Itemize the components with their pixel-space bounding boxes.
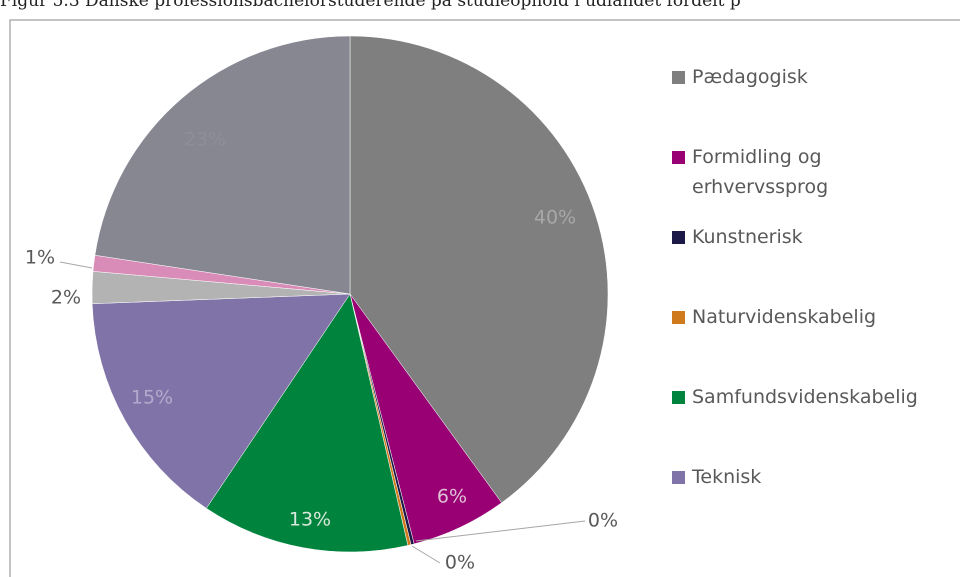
legend-item: Naturvidenskabelig: [672, 302, 934, 382]
legend-swatch: [672, 71, 685, 84]
leader-line: [415, 520, 586, 542]
chart-title: Figur 5.3 Danske professionsbachelorstud…: [0, 0, 741, 11]
legend-swatch: [672, 231, 685, 244]
data-label: 23%: [184, 129, 226, 151]
pie-slice: [349, 35, 609, 504]
frame: [9, 19, 960, 577]
data-label: 0%: [445, 552, 475, 574]
legend-swatch: [672, 151, 685, 164]
legend-label: Pædagogisk: [692, 66, 808, 88]
pie-slice: [205, 293, 409, 553]
legend-label: Naturvidenskabelig: [692, 306, 877, 328]
legend-label: Teknisk: [692, 466, 762, 488]
legend-item: Kunstnerisk: [672, 222, 934, 302]
legend-label: Formidling og erhvervssprog: [692, 146, 829, 198]
legend-swatch: [672, 471, 685, 484]
data-label: 40%: [534, 207, 576, 229]
legend-item: Teknisk: [672, 462, 934, 542]
data-label: 1%: [25, 247, 55, 269]
legend-swatch: [672, 391, 685, 404]
data-label: 6%: [437, 486, 467, 508]
legend-swatch: [672, 311, 685, 324]
data-label: 2%: [51, 287, 81, 309]
data-label: 13%: [289, 509, 331, 531]
legend-item: Formidling og erhvervssprog: [672, 142, 934, 222]
pie-slice: [94, 35, 351, 295]
legend-label: Samfundsvidenskabelig: [692, 386, 918, 408]
legend: Pædagogisk Formidling og erhvervssprog Kun…: [672, 62, 934, 542]
legend-item: Pædagogisk: [672, 62, 934, 142]
leader-line: [411, 545, 441, 564]
legend-label: Kunstnerisk: [692, 226, 803, 248]
data-label: 0%: [588, 510, 618, 532]
leader-line: [59, 261, 93, 269]
legend-item: Samfundsvidenskabelig: [672, 382, 934, 462]
pie-slice: [91, 293, 351, 509]
data-label: 15%: [131, 387, 173, 409]
